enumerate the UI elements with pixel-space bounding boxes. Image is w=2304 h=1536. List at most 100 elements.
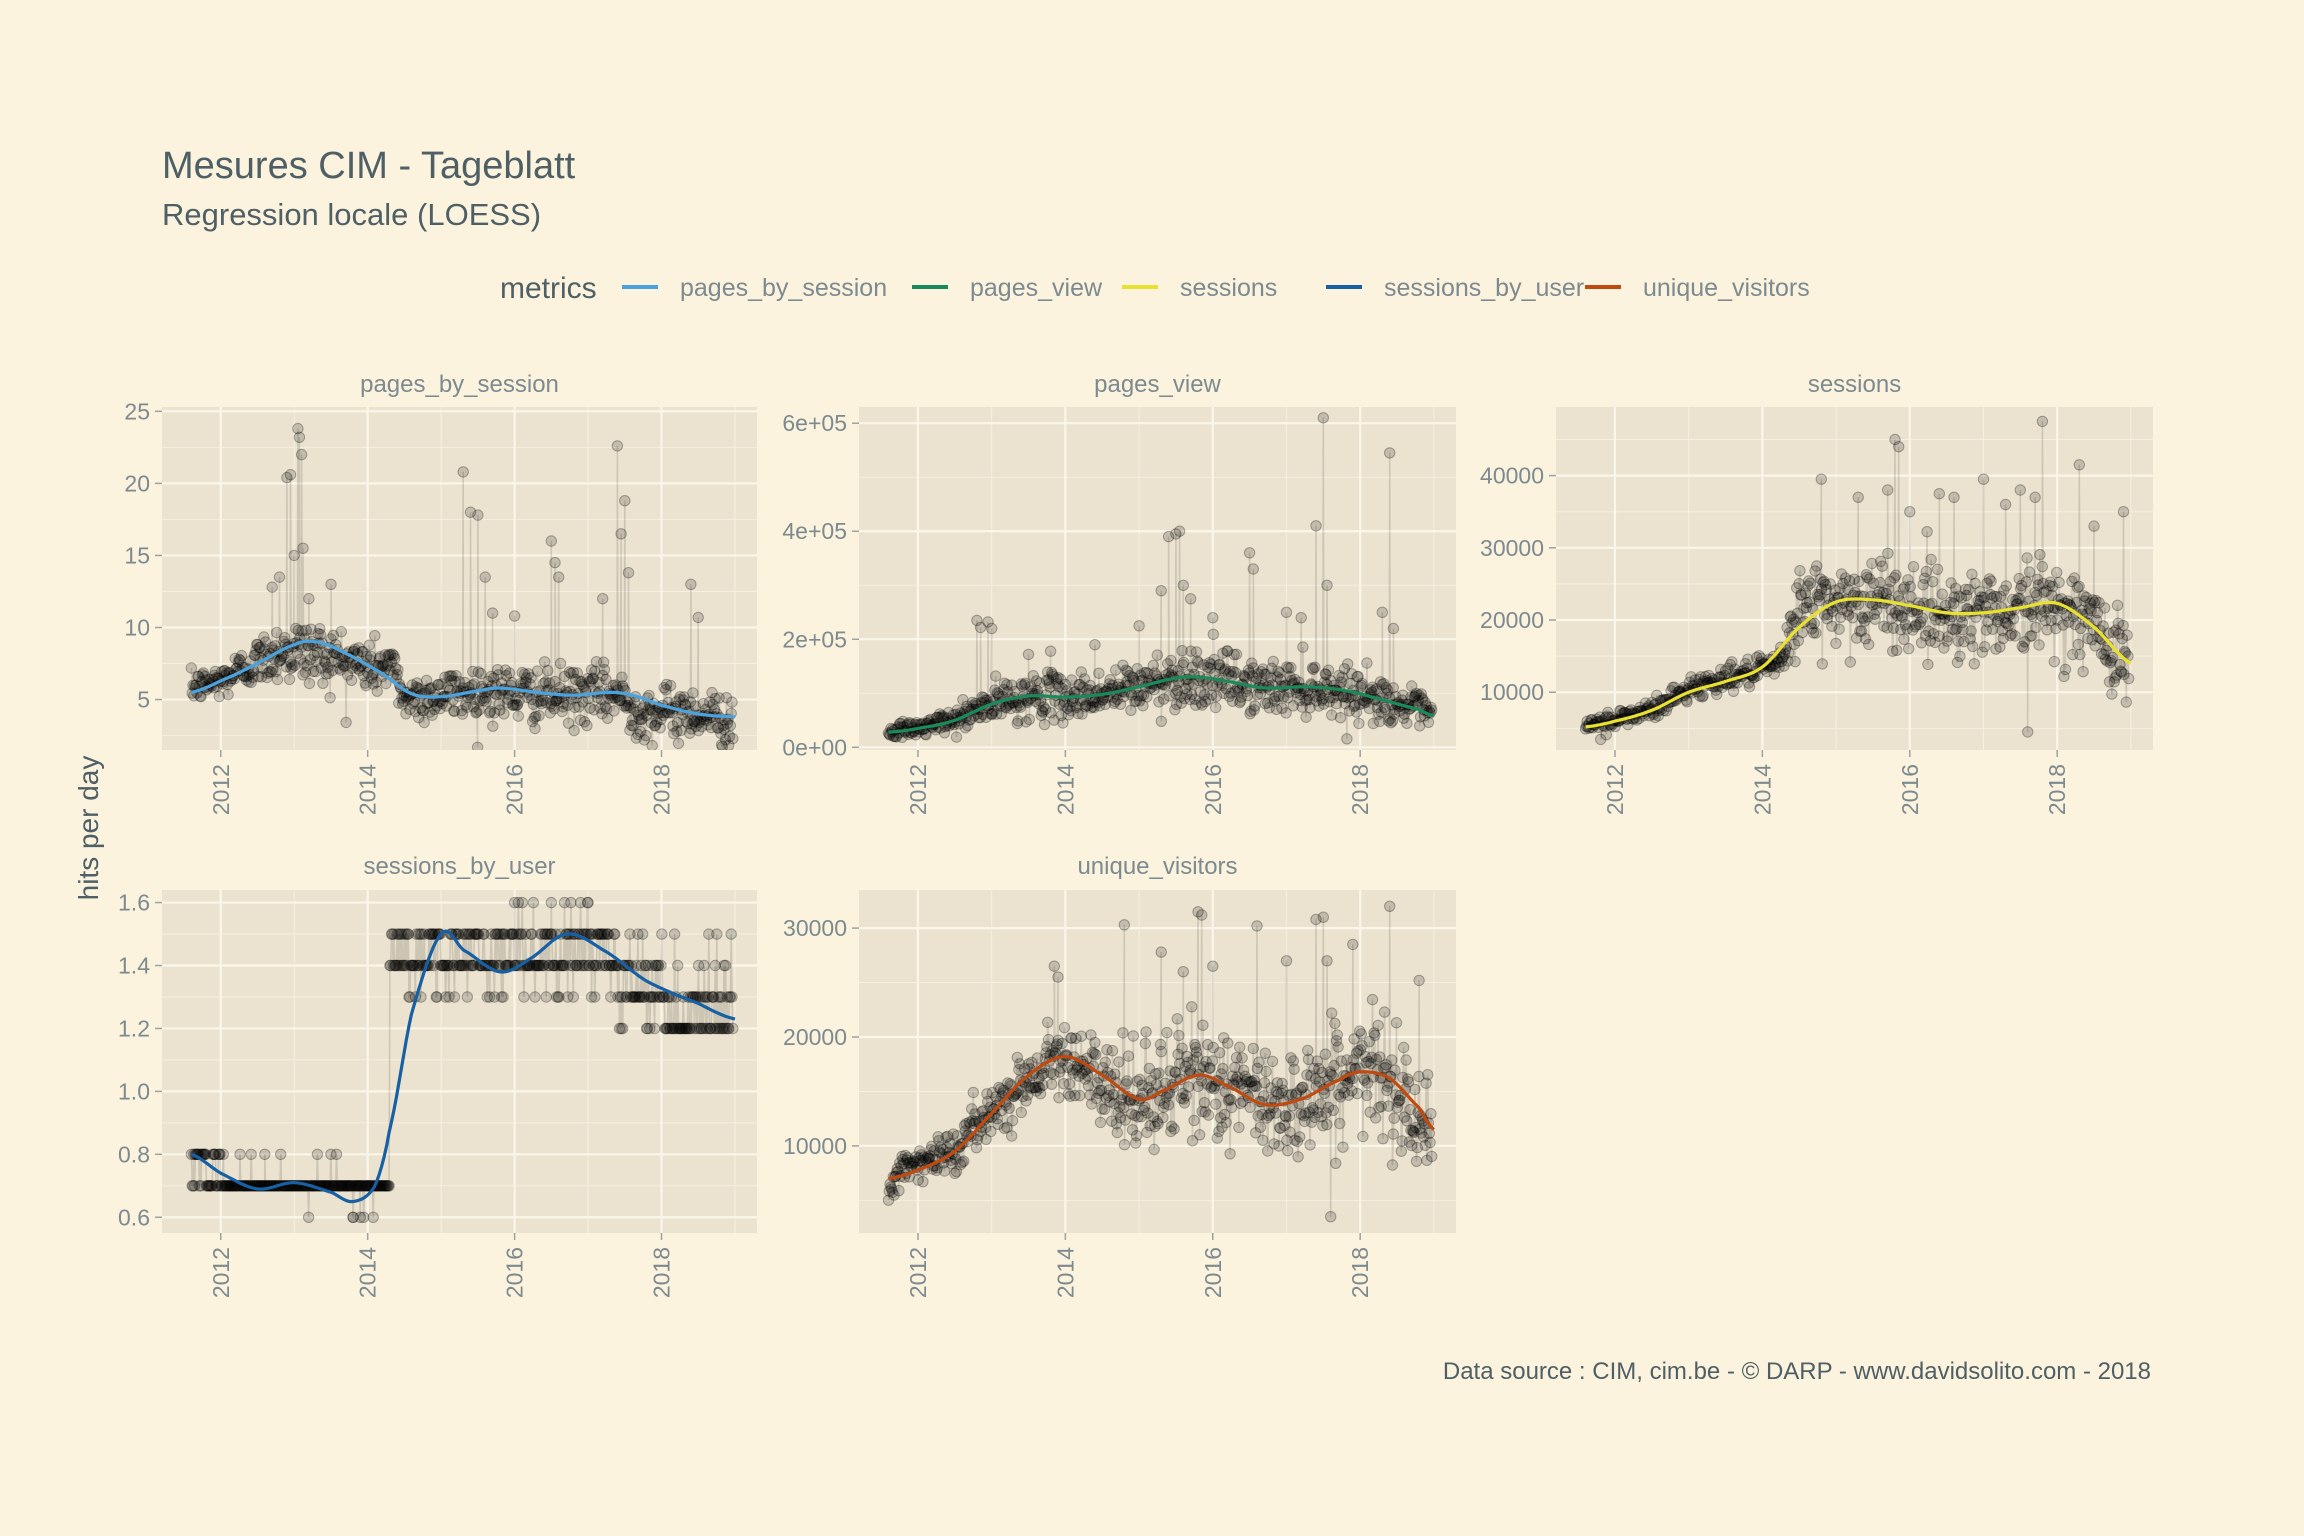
data-point: [1086, 1046, 1099, 1059]
data-point: [1896, 611, 1909, 623]
data-point: [1198, 1097, 1211, 1109]
data-point: [1313, 1062, 1325, 1075]
data-point: [1963, 583, 1975, 596]
data-point: [1358, 697, 1370, 709]
data-point: [959, 722, 971, 734]
data-point: [1395, 1145, 1408, 1157]
panel-strip-label: pages_by_session: [360, 371, 559, 398]
loess-curve-unique_visitors: [888, 1054, 1436, 1181]
data-point: [723, 1022, 735, 1035]
data-point: [1363, 1035, 1376, 1048]
data-point: [354, 1180, 367, 1192]
data-point: [2037, 577, 2049, 590]
data-point: [1794, 565, 1806, 577]
data-point: [980, 1133, 992, 1146]
data-point: [719, 1022, 731, 1035]
data-point: [680, 1022, 692, 1035]
data-point: [1029, 1082, 1041, 1094]
data-point: [1262, 697, 1274, 709]
data-point: [1166, 1120, 1178, 1133]
data-point: [1835, 568, 1848, 580]
data-point: [2009, 630, 2021, 642]
data-point: [371, 685, 383, 697]
data-point: [212, 1148, 225, 1161]
data-point: [297, 542, 309, 554]
data-point: [1278, 1119, 1291, 1132]
data-point: [1371, 701, 1384, 714]
data-point: [1218, 665, 1231, 677]
data-point: [533, 710, 545, 722]
data-point: [1171, 684, 1184, 697]
data-point: [1904, 580, 1917, 593]
data-point: [550, 991, 563, 1003]
data-point: [1195, 697, 1208, 709]
data-point: [571, 959, 583, 972]
x-tick-label: 2018: [1347, 764, 1373, 815]
data-point: [527, 698, 540, 710]
data-point: [957, 694, 969, 706]
data-point: [1303, 1106, 1316, 1118]
data-point: [632, 928, 644, 940]
x-tick-label: 2014: [1052, 1247, 1078, 1298]
data-point: [1370, 1053, 1383, 1066]
data-point: [2034, 549, 2046, 561]
x-tick-label: 2014: [1052, 764, 1078, 815]
data-point: [341, 1180, 353, 1192]
data-point: [187, 1180, 199, 1192]
data-point: [554, 959, 566, 972]
data-point: [258, 631, 270, 643]
data-point: [1923, 625, 1935, 637]
data-point: [899, 1149, 911, 1162]
data-point: [507, 928, 520, 940]
data-point: [2068, 572, 2081, 584]
data-point: [1356, 677, 1368, 690]
data-point: [259, 643, 271, 655]
data-point: [2078, 590, 2090, 602]
data-point: [1114, 1101, 1126, 1113]
data-point: [1936, 588, 1949, 600]
data-point: [1281, 661, 1293, 673]
data-point: [594, 928, 607, 940]
data-point: [1171, 1013, 1184, 1025]
data-point: [1806, 623, 1818, 635]
data-point: [548, 959, 560, 972]
data-point: [1048, 960, 1061, 972]
data-point: [1106, 679, 1119, 691]
data-point: [1078, 673, 1091, 685]
data-point: [513, 928, 525, 940]
data-point: [632, 728, 644, 741]
data-point: [1711, 688, 1723, 701]
data-point: [436, 959, 449, 972]
data-point: [1129, 695, 1141, 708]
data-point: [2091, 614, 2103, 627]
data-point: [1263, 702, 1276, 714]
data-point: [1202, 1038, 1214, 1051]
data-point: [1950, 582, 1962, 595]
data-point: [1398, 1041, 1410, 1054]
data-point: [982, 1095, 994, 1108]
data-point: [1218, 1108, 1231, 1121]
data-point: [398, 928, 410, 940]
data-point: [1949, 624, 1961, 636]
data-point: [492, 669, 504, 681]
data-point: [1138, 1104, 1150, 1117]
data-point: [1201, 1078, 1213, 1090]
data-point: [950, 1165, 963, 1178]
data-point: [1239, 671, 1252, 684]
data-point: [1297, 1081, 1309, 1093]
data-point: [201, 1180, 214, 1192]
data-point: [1317, 1120, 1329, 1132]
data-point: [1799, 587, 1812, 599]
data-point: [969, 1108, 981, 1120]
data-point: [2060, 610, 2073, 622]
data-point: [1649, 711, 1661, 724]
data-point: [393, 959, 406, 972]
data-point: [1324, 692, 1336, 704]
data-point: [1867, 577, 1880, 589]
data-point: [1243, 547, 1256, 559]
data-point: [342, 669, 354, 681]
data-point: [1085, 1029, 1097, 1041]
series-line: [887, 906, 1433, 1217]
data-point: [1045, 707, 1057, 719]
